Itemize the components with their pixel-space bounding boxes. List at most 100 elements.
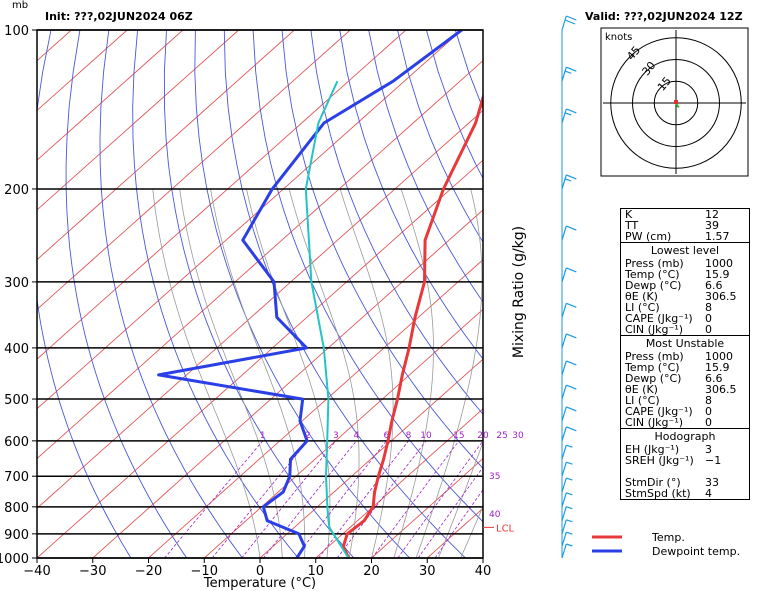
mixing-ratio-line — [371, 440, 460, 558]
wind-barb-half — [566, 477, 573, 481]
y-tick-label: 700 — [4, 470, 29, 485]
index-label: Press (mb) — [625, 257, 684, 270]
isotherm-line — [315, 408, 483, 558]
index-value: 8 — [705, 301, 712, 314]
x-tick-label: 10 — [307, 564, 324, 579]
stability-indices-table: K 12 TT 39 PW (cm) 1.57 Lowest level Press (mb)… — [620, 208, 750, 500]
mixing-ratio-label: 8 — [406, 431, 412, 441]
lowest-level-row: Press (mb) 1000 — [621, 258, 749, 269]
index-value: 15.9 — [705, 361, 730, 374]
wind-barb-flag — [566, 15, 577, 21]
index-value: 4 — [705, 487, 712, 500]
diagram-background-lines — [37, 30, 483, 558]
init-time-label: Init: ???,02JUN2024 06Z — [45, 10, 193, 23]
wind-barb-half — [564, 178, 572, 182]
most-unstable-row: LI (°C) 8 — [621, 395, 749, 406]
index-label: CIN (Jkg⁻¹) — [625, 416, 684, 429]
index-label: Dewp (°C) — [625, 372, 682, 385]
x-tick-label: −20 — [135, 564, 162, 579]
most-unstable-row: Temp (°C) 15.9 — [621, 362, 749, 373]
index-label: StmSpd (kt) — [625, 487, 691, 500]
x-tick-label: −30 — [79, 564, 106, 579]
wind-barb-flag — [566, 302, 577, 308]
y-tick-label: 900 — [4, 528, 29, 543]
wind-barb-staff — [561, 445, 567, 460]
x-tick-label: 30 — [419, 564, 436, 579]
lowest-level-row: LI (°C) 8 — [621, 302, 749, 313]
index-value: 3 — [705, 443, 712, 456]
index-row: PW (cm) 1.57 — [621, 231, 749, 242]
wind-barb-half — [566, 519, 573, 523]
hodograph-index-row: StmDir (°) 33 — [621, 477, 749, 488]
wind-barb-flag — [564, 19, 576, 25]
index-label: Temp (°C) — [625, 268, 680, 281]
dry-adiabat-line — [339, 30, 483, 360]
mixing-ratio-side-label: 40 — [489, 510, 501, 520]
hodograph-units: knots — [605, 32, 632, 43]
lowest-level-row: CIN (Jkg⁻¹) 0 — [621, 324, 749, 335]
index-row: TT 39 — [621, 220, 749, 231]
y-tick-label: 200 — [4, 183, 29, 198]
wind-barb-staff — [561, 384, 567, 400]
wind-barb-flag — [566, 333, 577, 339]
x-axis-title: Temperature (°C) — [203, 576, 316, 591]
dewpoint-profile — [157, 30, 463, 558]
isotherm-line — [37, 159, 483, 558]
wind-barb-half — [566, 461, 573, 465]
index-label: Temp (°C) — [625, 361, 680, 374]
moist-adiabat-line — [438, 441, 483, 558]
most-unstable-row: Press (mb) 1000 — [621, 351, 749, 362]
wind-barb-flag — [566, 360, 577, 366]
mixing-ratio-line — [434, 489, 483, 558]
wind-barb-staff — [561, 303, 567, 318]
wind-barb-staff — [561, 15, 567, 31]
wind-barb-half — [566, 506, 573, 510]
index-value: 39 — [705, 219, 719, 232]
isotherm-line — [92, 209, 483, 558]
index-label: CAPE (Jkg⁻¹) — [625, 405, 693, 418]
y-tick-label: 800 — [4, 501, 29, 516]
wind-barb-flag — [566, 108, 577, 114]
sounding-profiles — [157, 30, 483, 558]
index-value: 0 — [705, 405, 712, 418]
wind-barb-flag — [566, 225, 577, 231]
valid-time-label: Valid: ???,02JUN2024 12Z — [585, 10, 743, 23]
index-label: CAPE (Jkg⁻¹) — [625, 312, 693, 325]
x-tick-label: 0 — [256, 564, 264, 579]
mixing-ratio-line — [241, 440, 337, 558]
isotherm-line — [37, 30, 407, 360]
dry-adiabat-line — [397, 30, 483, 243]
index-value: 0 — [705, 323, 712, 336]
temp-profile — [341, 92, 483, 558]
index-value: 12 — [705, 208, 719, 221]
wind-barb-half — [564, 112, 572, 116]
wind-barb-staff — [561, 543, 567, 559]
index-label: TT — [625, 219, 639, 232]
dry-adiabat-line — [252, 30, 483, 523]
dry-adiabat-line — [65, 30, 188, 558]
dry-adiabat-line — [37, 30, 132, 558]
wind-barb-flag — [566, 267, 577, 273]
wind-barb-staff — [561, 492, 567, 508]
index-label: StmDir (°) — [625, 476, 681, 489]
most-unstable-row: θE (K) 306.5 — [621, 384, 749, 395]
isotherm-line — [37, 30, 462, 410]
index-value: 8 — [705, 394, 712, 407]
isotherm-line — [427, 507, 483, 558]
index-value: 1000 — [705, 350, 733, 363]
wind-barb-flag — [566, 66, 577, 72]
mixing-ratio-label: 20 — [477, 431, 489, 441]
wind-barb-flag — [566, 384, 577, 390]
mixing-ratio-label: 25 — [496, 431, 507, 441]
index-label: LI (°C) — [625, 394, 660, 407]
index-label: θE (K) — [625, 383, 658, 396]
mixing-ratio-label: 4 — [354, 431, 360, 441]
wind-barbs — [561, 15, 577, 559]
mixing-ratio-labels: 1 2 3 4 6 8 10 15 20 25 30 35 40 LCL — [260, 431, 524, 534]
legend-temp-label: Temp. — [651, 531, 685, 544]
mixing-ratio-label: 2 — [305, 431, 311, 441]
moist-adiabat-line — [393, 188, 434, 558]
wind-barb-staff — [561, 426, 567, 442]
moist-adiabat-line — [460, 505, 483, 558]
